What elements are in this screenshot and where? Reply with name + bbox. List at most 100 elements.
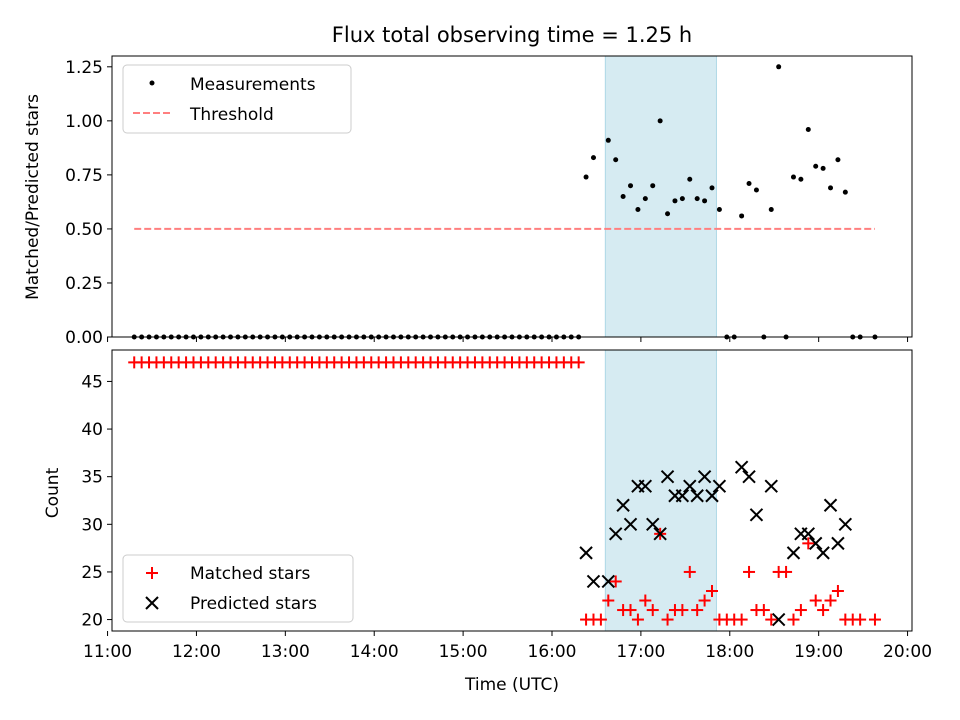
measurement-point: [813, 163, 819, 169]
x-tick-label: 11:00: [83, 642, 132, 662]
y-tick-label: 0.00: [65, 328, 103, 348]
x-tick-label: 20:00: [883, 642, 932, 662]
y-tick-label: 0.25: [65, 274, 103, 294]
matched-star-point: [831, 584, 844, 597]
matched-star-point: [594, 613, 607, 626]
measurement-point: [702, 198, 708, 204]
x-tick-label: 13:00: [261, 642, 310, 662]
legend-threshold-label: Threshold: [189, 105, 274, 125]
predicted-star-point: [586, 574, 601, 589]
matched-star-point: [624, 604, 637, 617]
matched-star-point: [572, 356, 585, 369]
measurement-point: [798, 176, 804, 182]
predicted-star-point: [690, 489, 704, 503]
measurement-point: [842, 189, 848, 195]
legend-matched-label: Matched stars: [190, 564, 310, 584]
x-tick-label: 12:00: [172, 642, 221, 662]
matched-star-point: [602, 594, 615, 607]
matched-star-point: [631, 613, 644, 626]
matched-star-point: [683, 565, 696, 578]
measurement-point: [628, 183, 634, 189]
top-plot-area: 0.00 0.25 0.50 0.75 1.00 1.25: [65, 55, 913, 348]
predicted-star-point: [623, 517, 638, 532]
measurement-point: [820, 165, 826, 171]
y-tick-label: 45: [81, 372, 103, 392]
legend-measurements-marker: [149, 80, 155, 86]
top-legend-box: [122, 64, 352, 134]
predicted-star-point: [660, 469, 675, 484]
predicted-star-point: [579, 546, 593, 560]
predicted-star-point: [749, 508, 764, 522]
measurement-point: [716, 206, 722, 212]
matched-star-point: [646, 604, 659, 617]
measurement-point: [768, 206, 774, 212]
measurement-point: [583, 174, 589, 180]
predicted-star-point: [608, 527, 623, 541]
bottom-axes-frame: [111, 349, 913, 632]
y-tick-label: 1.25: [65, 58, 103, 78]
bottom-y-axis-label: Count: [43, 467, 63, 518]
y-tick-label: 25: [81, 563, 103, 583]
legend-predicted-label: Predicted stars: [190, 594, 317, 614]
predicted-star-point: [816, 546, 830, 560]
matched-star-point: [735, 613, 748, 626]
matched-star-point: [639, 594, 652, 607]
y-tick-label: 35: [81, 468, 103, 488]
predicted-star-point: [675, 489, 690, 503]
predicted-star-point: [638, 479, 653, 493]
predicted-star-point: [786, 546, 801, 560]
bottom-legend: Matched stars Predicted stars: [122, 554, 354, 623]
predicted-star-point: [601, 574, 616, 589]
matched-star-point: [706, 584, 718, 597]
measurement-point: [776, 64, 782, 70]
predicted-star-point: [771, 612, 786, 627]
predicted-star-point: [697, 469, 712, 484]
x-tick-label: 15:00: [439, 642, 488, 662]
predicted-star-point: [764, 479, 778, 493]
matched-star-point: [609, 575, 622, 588]
predicted-star-point: [734, 460, 749, 474]
predicted-star-point: [712, 479, 727, 493]
x-tick-label: 16:00: [528, 642, 577, 662]
measurement-point: [753, 187, 759, 193]
legend-measurements-label: Measurements: [190, 75, 316, 95]
predicted-star-point: [823, 498, 838, 512]
matched-star-point: [794, 604, 807, 617]
predicted-star-point: [831, 536, 845, 551]
predicted-star-point: [801, 527, 816, 541]
x-tick-label: 14:00: [350, 642, 399, 662]
measurement-point: [828, 185, 834, 191]
predicted-star-point: [742, 469, 756, 484]
measurement-point: [590, 155, 596, 161]
matched-star-point: [757, 604, 770, 617]
matched-star-point: [817, 604, 830, 617]
measurement-point: [642, 196, 648, 202]
measurement-point: [665, 211, 671, 217]
predicted-star-point: [838, 517, 853, 532]
predicted-star-point: [616, 498, 630, 512]
measurement-point: [635, 206, 641, 212]
measurement-point: [746, 181, 752, 187]
x-tick-label: 18:00: [705, 642, 754, 662]
y-tick-label: 30: [81, 515, 103, 535]
top-chart-title: Flux total observing time = 1.25 h: [332, 23, 692, 47]
matched-star-point: [691, 604, 704, 617]
matched-star-point: [661, 613, 674, 626]
bottom-legend-box: [122, 554, 354, 623]
legend-matched-marker: [146, 567, 158, 579]
measurement-point: [605, 137, 611, 143]
measurement-point: [709, 185, 715, 191]
top-legend: Measurements Threshold: [122, 64, 352, 134]
matched-star-point: [787, 613, 800, 626]
predicted-star-point: [683, 479, 697, 493]
y-tick-label: 1.00: [65, 112, 103, 132]
top-axes-frame: [111, 55, 913, 338]
measurement-point: [620, 194, 626, 199]
matched-star-point: [854, 613, 867, 626]
legend-predicted-marker: [145, 596, 159, 610]
measurement-point: [835, 157, 841, 163]
x-axis-label: Time (UTC): [464, 675, 559, 695]
y-tick-label: 0.75: [65, 166, 103, 186]
matched-star-point: [676, 604, 689, 617]
